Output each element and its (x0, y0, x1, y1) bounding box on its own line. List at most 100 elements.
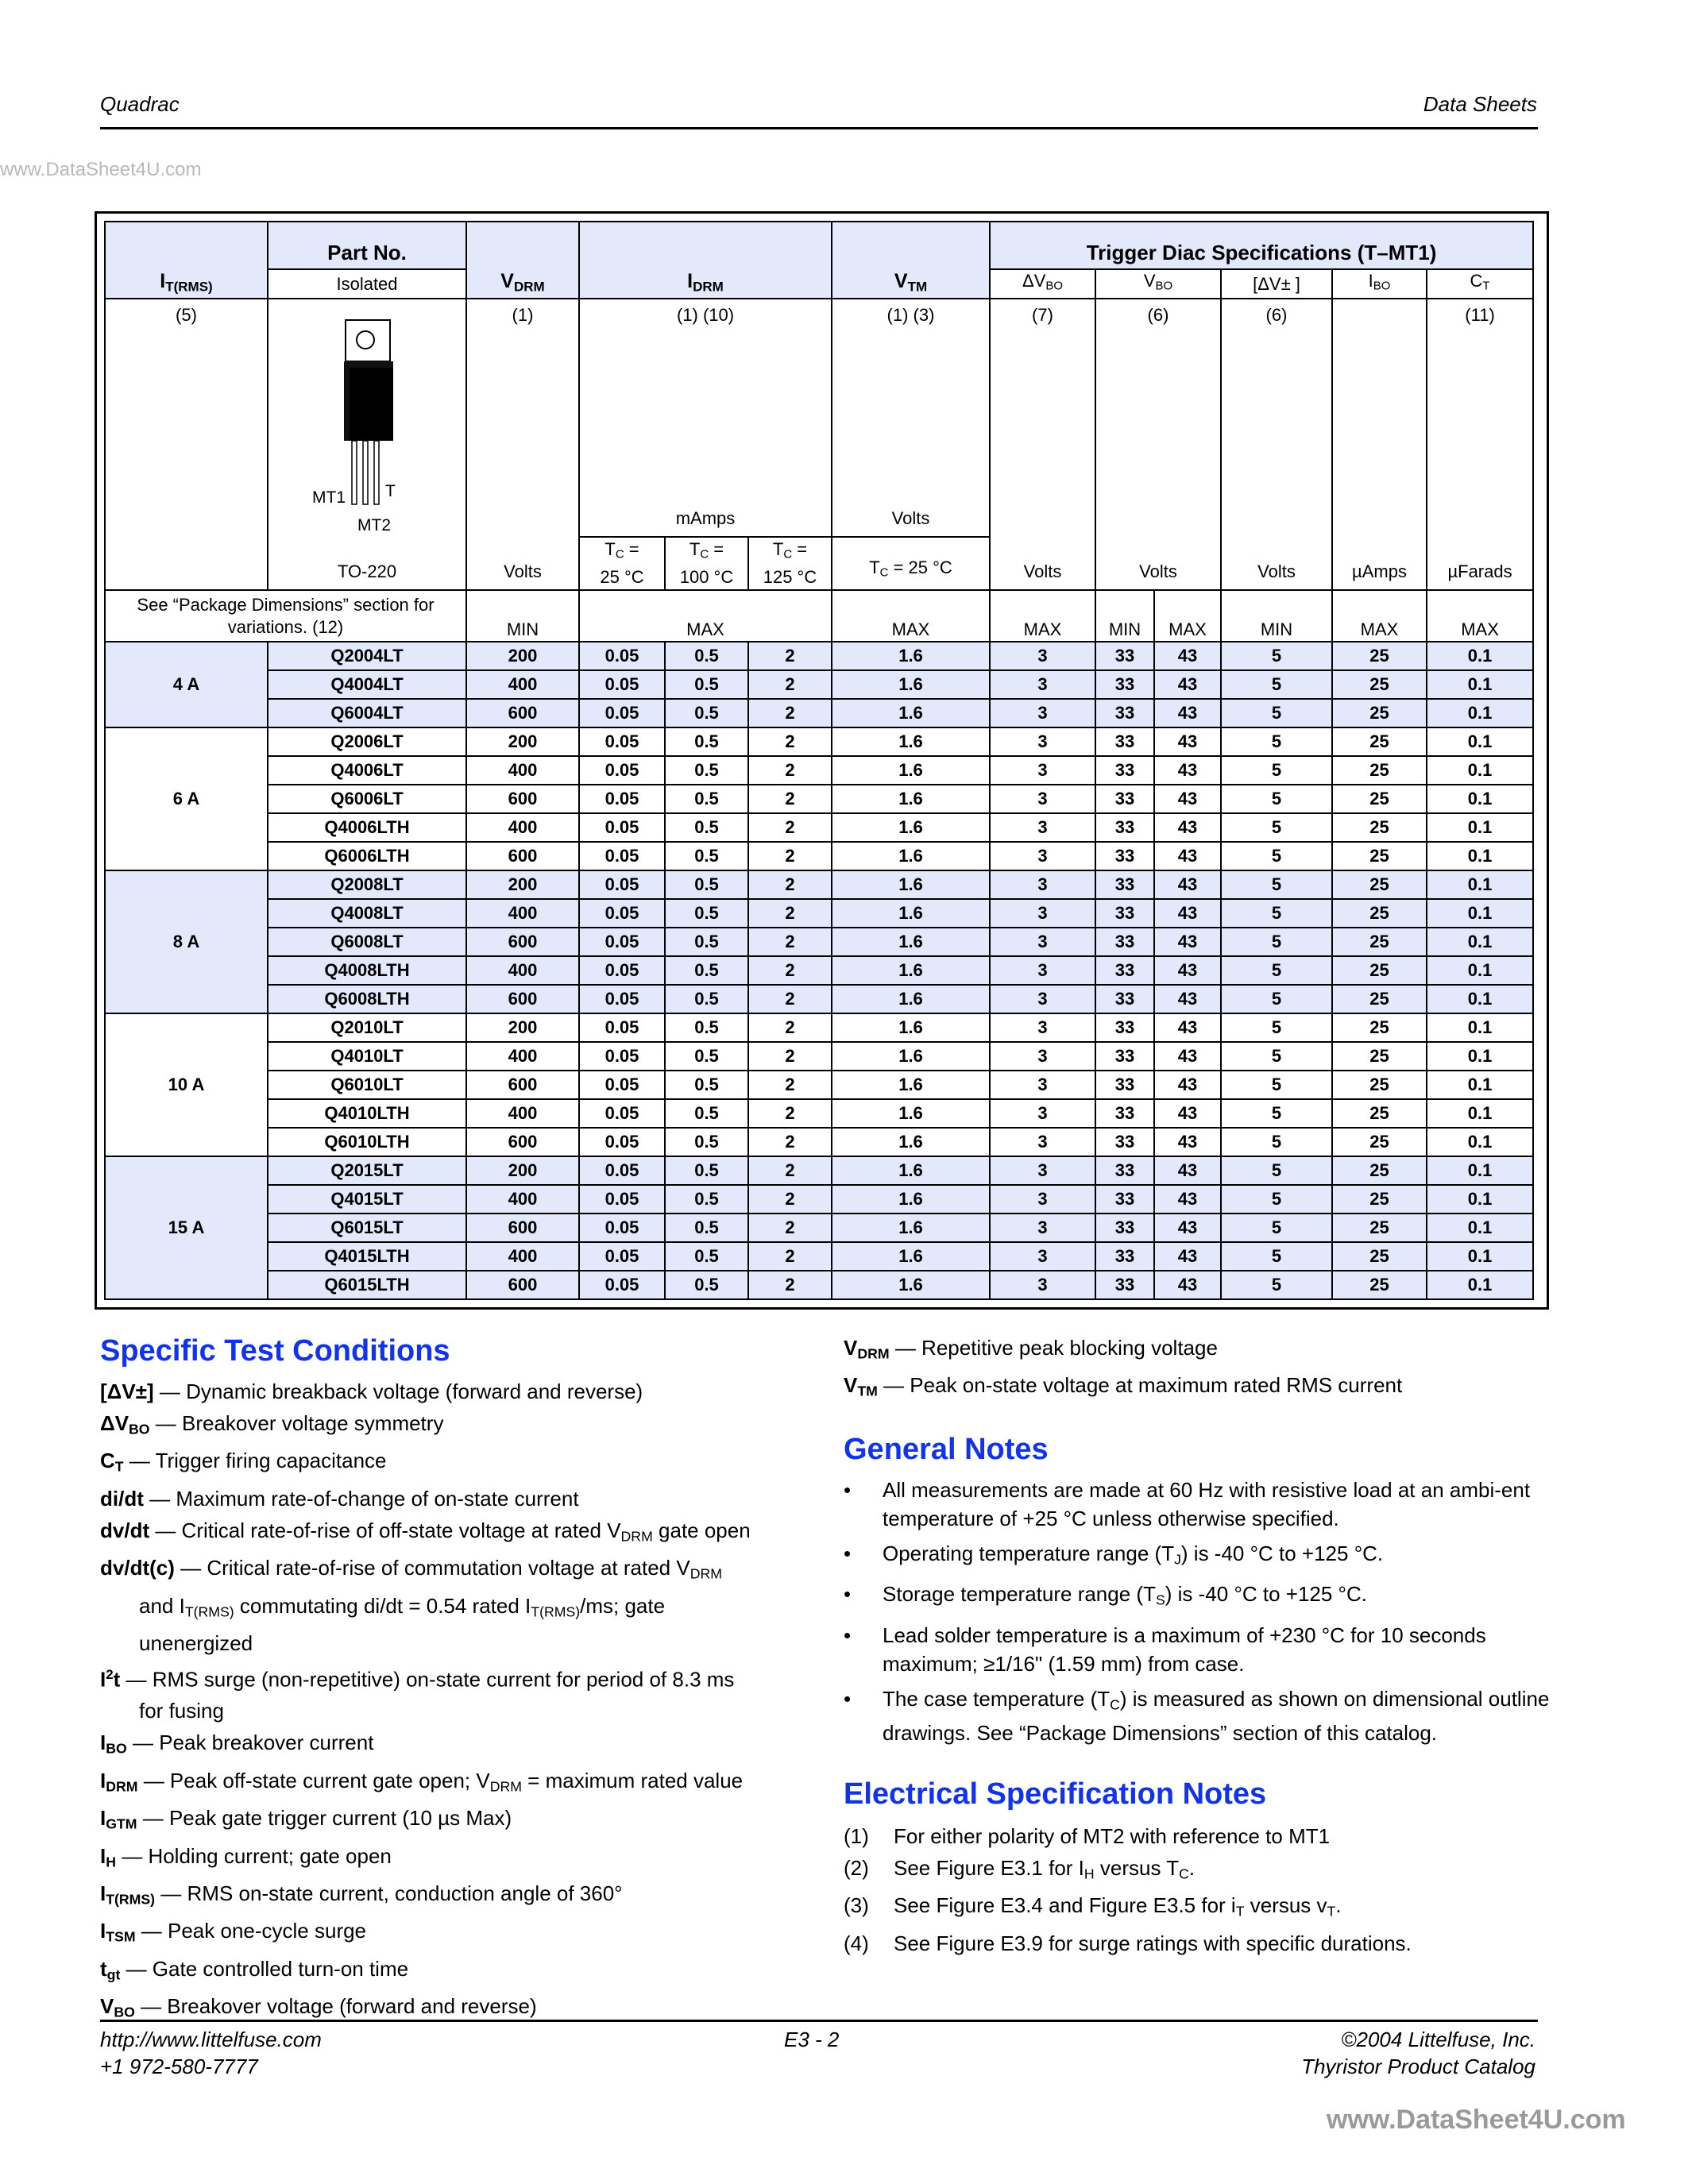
cell-vbo-min: 33 (1095, 1041, 1155, 1071)
header-vbo: VBO (1095, 268, 1222, 299)
cell-ct: 0.1 (1425, 669, 1535, 700)
text: . (1188, 1856, 1196, 1881)
definition-item: CT — Trigger firing capacitance (100, 1445, 815, 1482)
cell-vbo-min: 33 (1095, 1184, 1155, 1214)
cell-part-number: Q6006LTH (267, 841, 467, 871)
cell-part-number: Q2015LT (267, 1156, 467, 1186)
note-number: (2) (844, 1856, 869, 1881)
footer-url[interactable]: http://www.littelfuse.com (100, 2028, 322, 2051)
term: I (100, 1768, 106, 1792)
cell-ct: 0.1 (1425, 727, 1535, 757)
electrical-note-text: See Figure E3.9 for surge ratings with s… (894, 1927, 1412, 1959)
cell-ibo: 25 (1331, 1156, 1427, 1186)
general-note-item: • Operating temperature range (TJ) is -40… (844, 1539, 1551, 1573)
term-subscript: DRM (857, 1345, 890, 1362)
tc-125: TC = 125 °C (747, 536, 832, 591)
text: — Peak one-cycle surge (135, 1919, 367, 1943)
subscript: C (1179, 1866, 1189, 1882)
cell-delta-v-pm: 5 (1220, 727, 1333, 757)
table-row: Q4015LTH 400 0.05 0.5 2 1.6 3 33 43 5 25 0.1 (105, 1241, 1535, 1271)
term-subscript: H (106, 1853, 116, 1870)
note-ct: (11) µFarads (1425, 298, 1535, 591)
cell-delta-v-pm: 5 (1220, 927, 1333, 957)
electrical-note-item: (1) For either polarity of MT2 with refer… (844, 1820, 1551, 1852)
cell-vbo-min: 33 (1095, 784, 1155, 814)
cell-idrm-25c: 0.05 (578, 870, 666, 900)
cell-vtm: 1.6 (831, 1041, 991, 1071)
cell-vtm: 1.6 (831, 841, 991, 871)
footer-rule (100, 2020, 1538, 2022)
text: ) is -40 °C to +125 °C. (1165, 1582, 1367, 1607)
cell-vbo-min: 33 (1095, 727, 1155, 757)
cell-idrm-100c: 0.5 (664, 870, 749, 900)
cell-idrm-100c: 0.5 (664, 1213, 749, 1243)
cell-vbo-min: 33 (1095, 898, 1155, 928)
text: — RMS on-state current, conduction angle… (155, 1881, 623, 1905)
term: [ΔV±] (100, 1379, 154, 1403)
cell-idrm-125c: 2 (747, 1270, 832, 1300)
cell-idrm-125c: 2 (747, 841, 832, 871)
note-vtm: (1) (3) Volts (831, 298, 991, 538)
cell-vdrm: 600 (465, 1127, 580, 1157)
cell-vbo-max: 43 (1153, 669, 1222, 700)
definition-item: IDRM — Peak off-state current gate open;… (100, 1765, 815, 1802)
text: versus v (1244, 1893, 1327, 1918)
package-name: TO-220 (337, 561, 397, 581)
limit-dvpm: MIN (1220, 589, 1333, 642)
tc-25: TC = 25 °C (578, 536, 666, 591)
electrical-note-item: (3) See Figure E3.4 and Figure E3.5 for i… (844, 1889, 1551, 1927)
cell-idrm-25c: 0.05 (578, 727, 666, 757)
header-idrm: IDRM (578, 221, 832, 299)
cell-idrm-100c: 0.5 (664, 727, 749, 757)
cell-delta-vbo: 3 (989, 898, 1096, 928)
cell-ct: 0.1 (1425, 1241, 1535, 1271)
cell-ibo: 25 (1331, 1184, 1427, 1214)
header-isolated: Isolated (267, 268, 467, 299)
cell-vbo-min: 33 (1095, 1213, 1155, 1243)
cell-part-number: Q2008LT (267, 870, 467, 900)
cell-idrm-125c: 2 (747, 755, 832, 785)
cell-ibo: 25 (1331, 898, 1427, 928)
bullet-icon: • (844, 1477, 852, 1502)
cell-idrm-25c: 0.05 (578, 1213, 666, 1243)
cell-idrm-125c: 2 (747, 927, 832, 957)
cell-vbo-max: 43 (1153, 812, 1222, 843)
cell-idrm-125c: 2 (747, 784, 832, 814)
term-subscript: GTM (106, 1815, 137, 1832)
cell-part-number: Q6010LT (267, 1070, 467, 1100)
definition-item: IGTM — Peak gate trigger current (10 µs … (100, 1802, 815, 1839)
running-header-title: Quadrac (100, 92, 180, 116)
cell-vtm: 1.6 (831, 898, 991, 928)
term: dv/dt(c) (100, 1556, 175, 1580)
cell-vbo-min: 33 (1095, 927, 1155, 957)
table-row: Q6006LTH 600 0.05 0.5 2 1.6 3 33 43 5 25 0.1 (105, 841, 1535, 871)
test-conditions-continued: VDRM — Repetitive peak blocking voltage V… (844, 1332, 1551, 1407)
cell-ct: 0.1 (1425, 1041, 1535, 1071)
table-row: Q4008LT 400 0.05 0.5 2 1.6 3 33 43 5 25 0.1 (105, 898, 1535, 928)
cell-vdrm: 200 (465, 727, 580, 757)
cell-idrm-125c: 2 (747, 1156, 832, 1186)
cell-idrm-100c: 0.5 (664, 1013, 749, 1043)
text: — Peak gate trigger current (10 µs Max) (137, 1806, 512, 1831)
cell-delta-v-pm: 5 (1220, 812, 1333, 843)
footer-copyright: ©2004 Littelfuse, Inc. (1341, 2028, 1535, 2051)
cell-ct: 0.1 (1425, 898, 1535, 928)
cell-part-number: Q6008LT (267, 927, 467, 957)
cell-vbo-max: 43 (1153, 1270, 1222, 1300)
cell-idrm-25c: 0.05 (578, 841, 666, 871)
text: — Breakover voltage symmetry (149, 1411, 444, 1435)
cell-vtm: 1.6 (831, 1070, 991, 1100)
term-subscript: BO (114, 2004, 135, 2020)
header-delta-v-pm: [ΔV± ] (1220, 268, 1333, 299)
text: and I (139, 1593, 185, 1618)
right-column: VDRM — Repetitive peak blocking voltage V… (844, 1332, 1551, 1959)
cell-idrm-100c: 0.5 (664, 1098, 749, 1129)
specifications-table-frame: IT(RMS) Part No. VDRM IDRM VTM Trigger D… (95, 211, 1549, 1310)
definition-item: di/dt — Maximum rate-of-change of on-sta… (100, 1483, 815, 1515)
cell-ibo: 25 (1331, 755, 1427, 785)
to220-package-image: MT1 T MT2 (312, 319, 396, 534)
note-it: (5) (104, 298, 268, 591)
cell-part-number: Q4008LTH (267, 955, 467, 986)
cell-idrm-100c: 0.5 (664, 898, 749, 928)
cell-delta-vbo: 3 (989, 1270, 1096, 1300)
